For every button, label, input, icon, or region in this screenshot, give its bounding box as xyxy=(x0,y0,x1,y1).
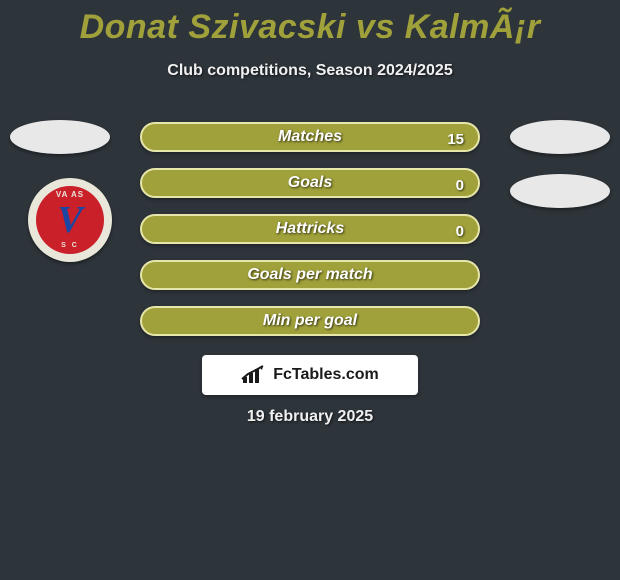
stat-bars: Matches 15 Goals 0 Hattricks 0 Goals per… xyxy=(140,122,480,352)
fctables-logo: FcTables.com xyxy=(202,355,418,395)
logo-text: FcTables.com xyxy=(273,366,379,384)
page-title: Donat Szivacski vs KalmÃ¡r xyxy=(0,8,620,47)
stat-value-right: 0 xyxy=(456,216,464,246)
stat-label: Min per goal xyxy=(263,312,357,330)
stat-bar-goals-per-match: Goals per match xyxy=(140,260,480,290)
stat-bar-goals: Goals 0 xyxy=(140,168,480,198)
stat-bar-min-per-goal: Min per goal xyxy=(140,306,480,336)
player2-club-placeholder xyxy=(510,174,610,208)
player2-avatar-placeholder xyxy=(510,120,610,154)
stat-value-right: 0 xyxy=(456,170,464,200)
bar-chart-icon xyxy=(241,365,267,385)
stat-label: Matches xyxy=(278,128,342,146)
club-badge-inner: VA AS V S C xyxy=(36,186,104,254)
date-label: 19 february 2025 xyxy=(0,408,620,426)
subtitle: Club competitions, Season 2024/2025 xyxy=(0,62,620,80)
player1-avatar-placeholder xyxy=(10,120,110,154)
stat-label: Goals per match xyxy=(247,266,372,284)
stat-label: Goals xyxy=(288,174,332,192)
stat-bar-matches: Matches 15 xyxy=(140,122,480,152)
stat-bar-hattricks: Hattricks 0 xyxy=(140,214,480,244)
player1-club-badge: VA AS V S C xyxy=(28,178,112,262)
comparison-card: Donat Szivacski vs KalmÃ¡r Club competit… xyxy=(0,0,620,580)
stat-label: Hattricks xyxy=(276,220,344,238)
stat-value-right: 15 xyxy=(447,124,464,154)
badge-bottom-text: S C xyxy=(36,242,104,249)
